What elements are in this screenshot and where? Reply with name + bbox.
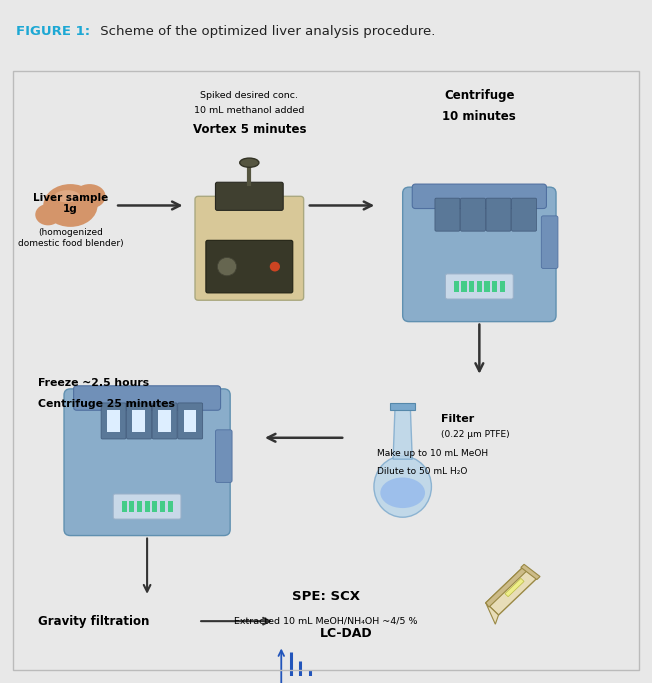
Bar	[132, 410, 145, 432]
Text: (0.22 μm PTFE): (0.22 μm PTFE)	[441, 430, 510, 439]
Circle shape	[217, 257, 237, 276]
Bar	[152, 501, 157, 512]
Ellipse shape	[380, 477, 425, 508]
Bar	[129, 501, 134, 512]
Circle shape	[270, 262, 280, 272]
Ellipse shape	[55, 190, 80, 202]
Bar	[160, 501, 165, 512]
FancyBboxPatch shape	[215, 430, 232, 482]
FancyBboxPatch shape	[152, 403, 177, 439]
Text: Vortex 5 minutes: Vortex 5 minutes	[192, 122, 306, 135]
Bar	[107, 410, 119, 432]
FancyBboxPatch shape	[215, 182, 283, 210]
Text: Freeze ~2.5 hours: Freeze ~2.5 hours	[38, 378, 149, 388]
Bar	[390, 403, 415, 410]
FancyBboxPatch shape	[126, 403, 151, 439]
FancyBboxPatch shape	[445, 274, 513, 299]
Bar	[454, 281, 459, 292]
Polygon shape	[486, 566, 537, 615]
FancyBboxPatch shape	[486, 198, 511, 231]
Text: 10 mL methanol added: 10 mL methanol added	[194, 107, 304, 115]
FancyBboxPatch shape	[74, 386, 220, 410]
Text: Spiked desired conc.: Spiked desired conc.	[200, 91, 299, 100]
FancyBboxPatch shape	[195, 196, 304, 301]
Polygon shape	[393, 407, 412, 459]
FancyBboxPatch shape	[435, 198, 460, 231]
Ellipse shape	[74, 184, 106, 208]
FancyBboxPatch shape	[460, 198, 486, 231]
Bar	[145, 501, 150, 512]
Bar	[183, 410, 196, 432]
Bar	[168, 501, 173, 512]
Bar	[121, 501, 126, 512]
Polygon shape	[486, 603, 499, 624]
Ellipse shape	[35, 204, 61, 225]
Text: Centrifuge: Centrifuge	[444, 89, 514, 102]
FancyBboxPatch shape	[403, 187, 556, 322]
Text: FIGURE 1:: FIGURE 1:	[16, 25, 91, 38]
FancyBboxPatch shape	[512, 198, 537, 231]
FancyBboxPatch shape	[206, 240, 293, 293]
Text: Liver sample: Liver sample	[33, 193, 108, 203]
Bar	[484, 281, 490, 292]
FancyBboxPatch shape	[64, 389, 230, 535]
FancyBboxPatch shape	[101, 403, 126, 439]
Bar	[469, 281, 474, 292]
Text: Scheme of the optimized liver analysis procedure.: Scheme of the optimized liver analysis p…	[96, 25, 436, 38]
Bar	[500, 281, 505, 292]
Ellipse shape	[43, 184, 98, 227]
Text: Make up to 10 mL MeOH: Make up to 10 mL MeOH	[377, 449, 488, 458]
Bar	[492, 281, 497, 292]
Bar	[158, 410, 171, 432]
Text: Filter: Filter	[441, 415, 474, 424]
Polygon shape	[505, 579, 524, 597]
Text: domestic food blender): domestic food blender)	[18, 239, 123, 248]
Ellipse shape	[374, 456, 432, 517]
FancyBboxPatch shape	[541, 216, 558, 268]
Text: (homogenized: (homogenized	[38, 229, 103, 238]
Bar	[137, 501, 142, 512]
Ellipse shape	[240, 158, 259, 167]
Text: Extracted 10 mL MeOH/NH₄OH ~4/5 %: Extracted 10 mL MeOH/NH₄OH ~4/5 %	[234, 617, 418, 626]
Text: 10 minutes: 10 minutes	[443, 111, 516, 124]
Polygon shape	[521, 564, 540, 580]
Bar	[462, 281, 467, 292]
Text: Dilute to 50 mL H₂O: Dilute to 50 mL H₂O	[377, 467, 467, 476]
Text: SPE: SCX: SPE: SCX	[292, 590, 360, 603]
Text: Centrifuge 25 minutes: Centrifuge 25 minutes	[38, 399, 175, 409]
FancyBboxPatch shape	[178, 403, 203, 439]
Polygon shape	[486, 566, 527, 607]
FancyBboxPatch shape	[113, 494, 181, 519]
Bar	[477, 281, 482, 292]
Text: LC-DAD: LC-DAD	[319, 627, 372, 640]
Text: Gravity filtration: Gravity filtration	[38, 615, 150, 628]
Text: 1g: 1g	[63, 204, 78, 214]
FancyBboxPatch shape	[412, 184, 546, 208]
